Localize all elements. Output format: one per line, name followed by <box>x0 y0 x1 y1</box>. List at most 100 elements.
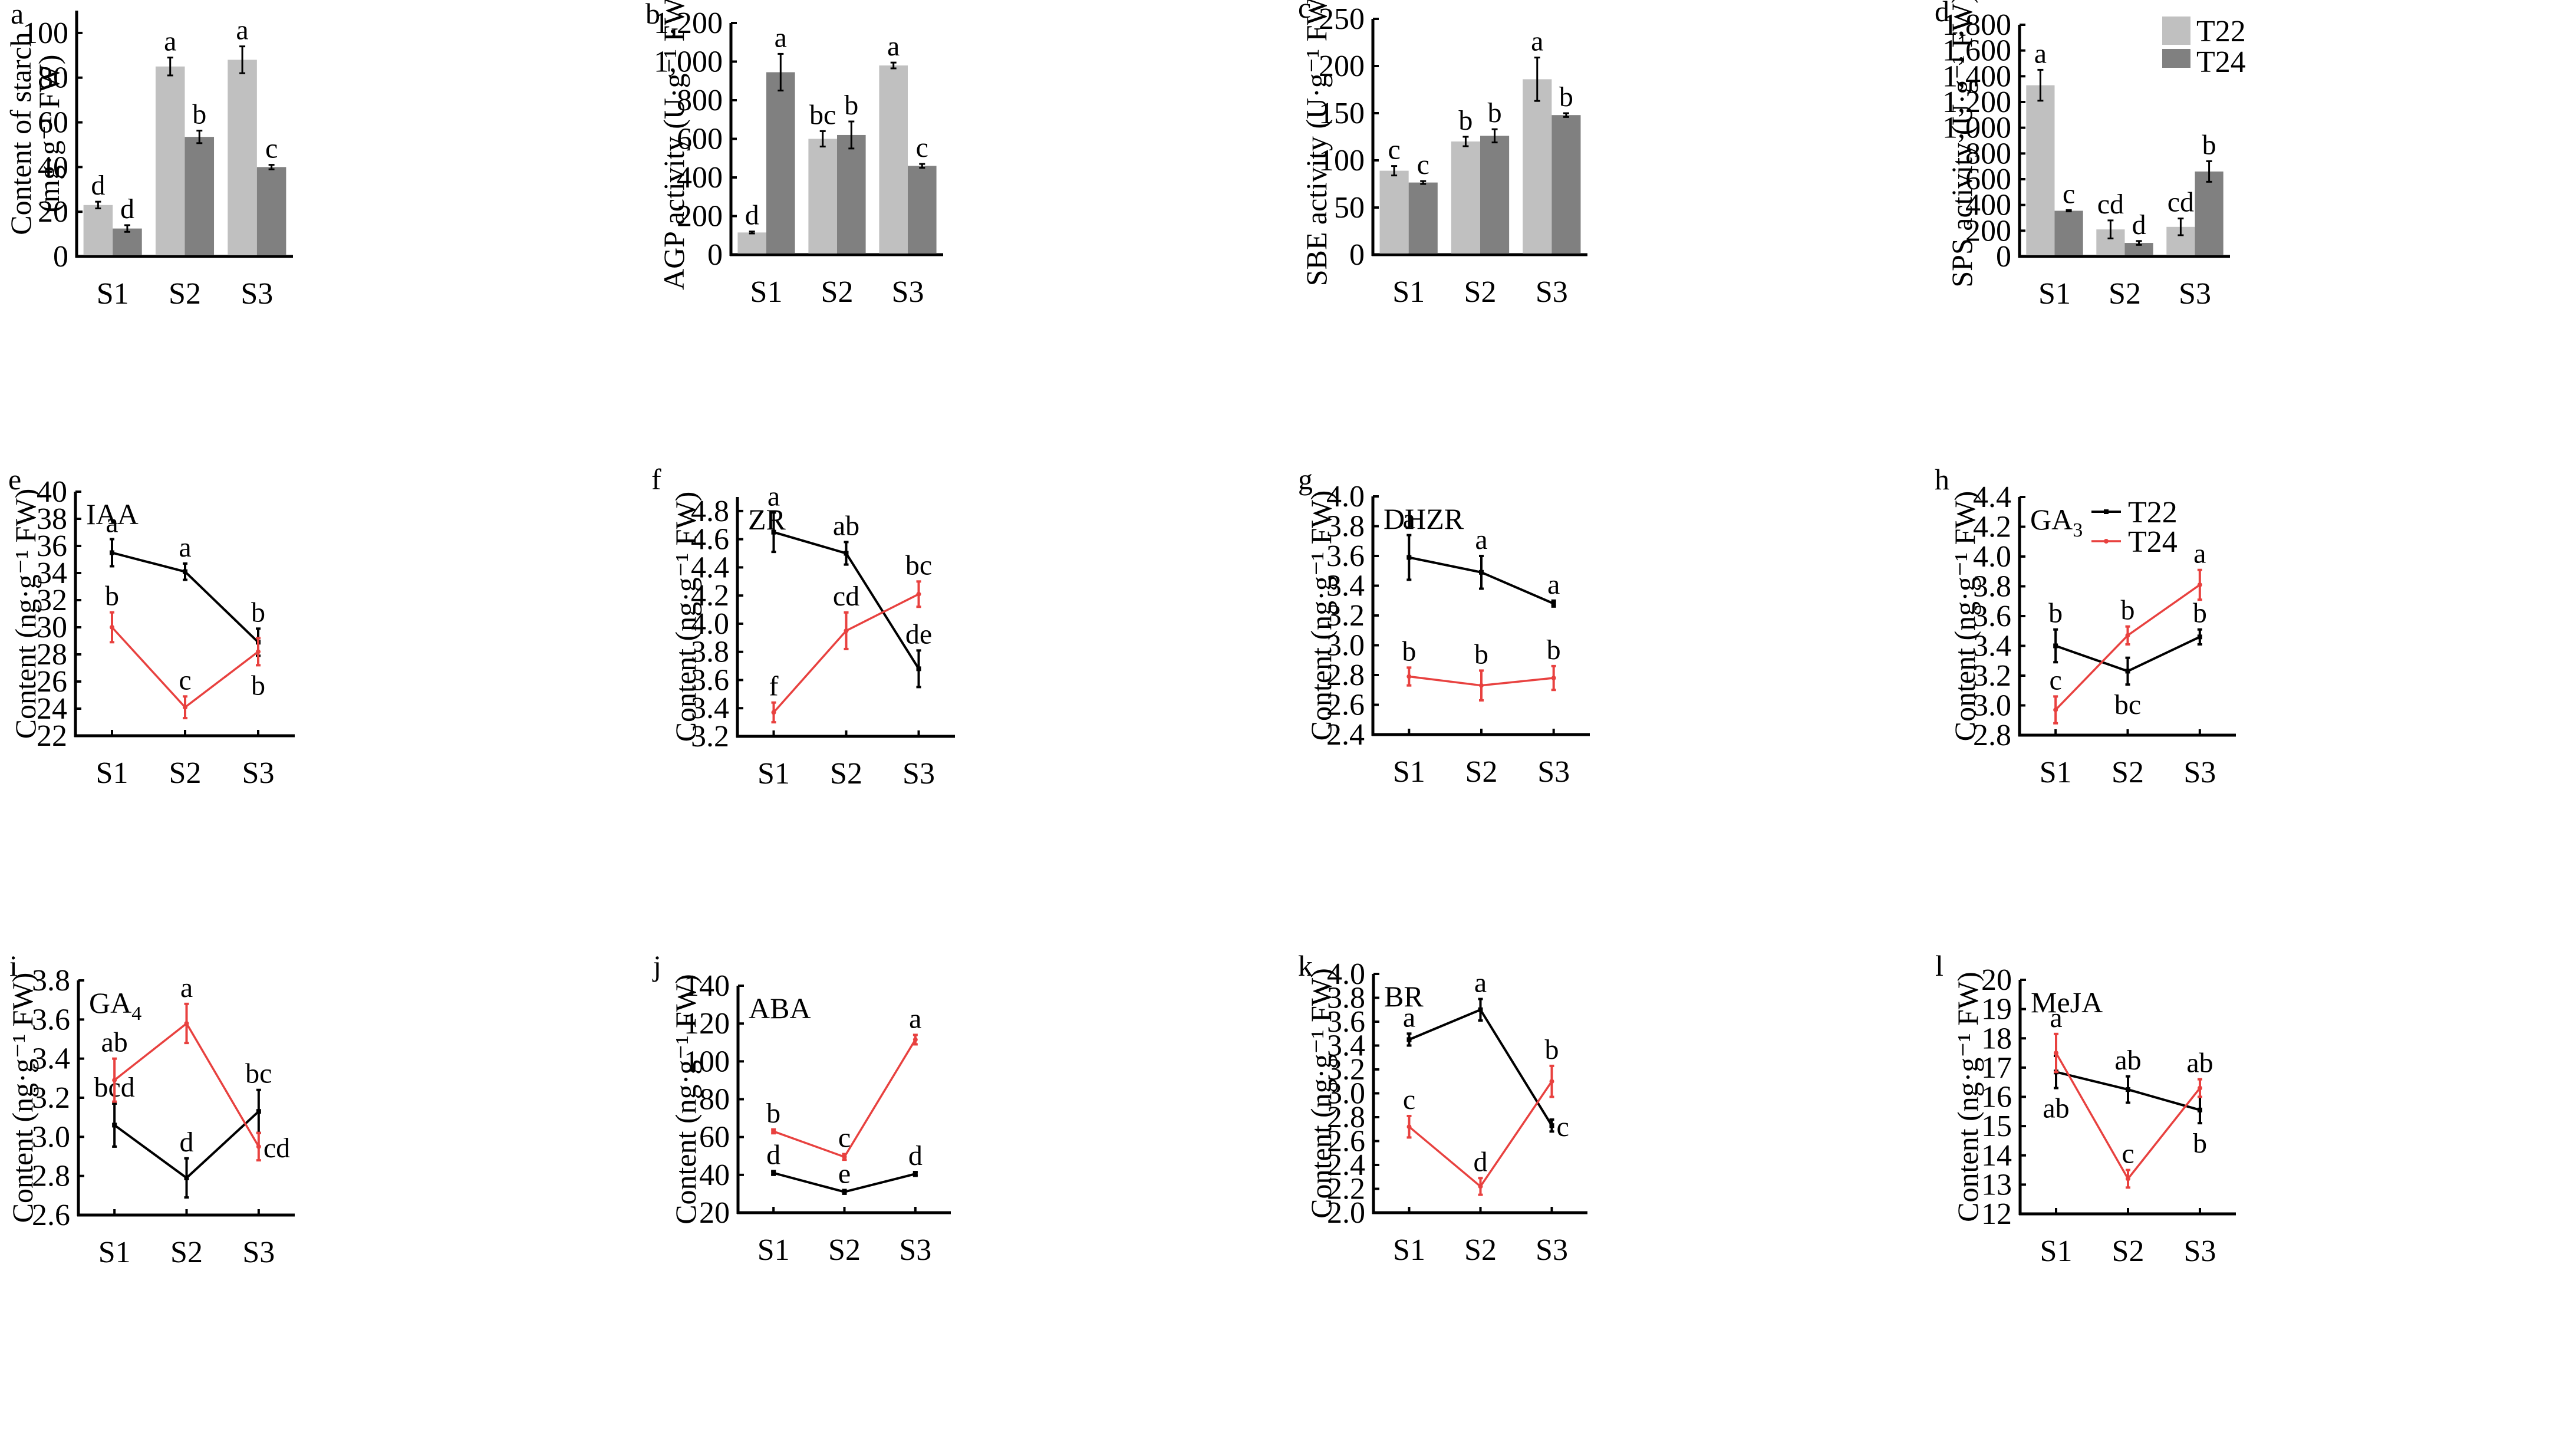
significance-letter: d <box>91 170 105 201</box>
marker-T22 <box>771 529 776 535</box>
significance-letter: b <box>1402 636 1416 667</box>
marker-T22 <box>844 551 849 556</box>
significance-letter: a <box>1403 503 1415 535</box>
significance-letter: a <box>2034 38 2047 69</box>
marker-T22 <box>2125 669 2130 674</box>
x-tick-label: S2 <box>830 757 862 791</box>
x-tick-label: S2 <box>828 1233 861 1267</box>
bar-T22-S2 <box>808 139 837 254</box>
significance-letter: b <box>251 670 265 701</box>
y-tick-label: 200 <box>1965 214 2011 248</box>
x-tick-label: S1 <box>2040 1235 2073 1268</box>
hormone-label: ZR <box>748 503 786 536</box>
x-tick-label: S3 <box>1537 755 1570 789</box>
y-tick-label: 0 <box>53 240 68 274</box>
significance-letter: d <box>745 200 759 231</box>
marker-T24 <box>1551 676 1556 681</box>
significance-letter: c <box>916 132 928 163</box>
marker-T24 <box>183 705 187 710</box>
bar-T24-S1 <box>2054 210 2083 255</box>
legend-marker-T22 <box>2104 509 2109 514</box>
y-tick-label: 80 <box>38 61 68 95</box>
y-tick-label: 2.8 <box>32 1160 70 1193</box>
y-tick-label: 4.0 <box>1973 540 2011 574</box>
x-tick-label: S3 <box>2179 277 2211 311</box>
marker-T22 <box>2053 643 2058 648</box>
x-tick-label: S3 <box>242 756 275 790</box>
bar-T24-S3 <box>1551 115 1581 254</box>
significance-letter: b <box>251 597 265 628</box>
hormone-subscript: 3 <box>2073 519 2083 541</box>
bar-T24-S3 <box>2195 171 2223 255</box>
legend-label-T22: T22 <box>2196 15 2246 48</box>
y-tick-label: 80 <box>699 1083 730 1117</box>
y-tick-label: 3.0 <box>1327 1077 1365 1111</box>
y-tick-label: 3.4 <box>32 1042 70 1076</box>
significance-letter: b <box>2202 129 2216 160</box>
significance-letter: a <box>909 1003 921 1034</box>
y-tick-label: 3.8 <box>32 964 70 998</box>
significance-letter: b <box>105 581 119 612</box>
marker-T24 <box>2054 1051 2058 1056</box>
y-tick-label: 34 <box>37 557 67 590</box>
y-axis-title: SBE activity (U·g⁻¹ FW) <box>1300 0 1333 286</box>
marker-T24 <box>256 649 261 654</box>
panel-h: h 2.83.03.23.43.63.84.04.24.4 S1 S2 S3 Conten… <box>1935 463 2236 789</box>
significance-letter: b <box>2048 598 2063 629</box>
y-tick-label: 12 <box>1981 1197 2012 1231</box>
y-tick-label: 4.2 <box>691 579 729 613</box>
marker-T22 <box>916 666 921 671</box>
line-T22 <box>1408 1008 1553 1127</box>
significance-letter: a <box>164 26 176 57</box>
hormone-subscript: 4 <box>131 1003 141 1025</box>
significance-letter: b <box>2193 598 2207 629</box>
significance-letter: a <box>179 532 191 563</box>
y-axis-title: Content of starch <box>4 32 37 235</box>
significance-letter: c <box>838 1122 851 1154</box>
significance-letter: c <box>1557 1111 1569 1143</box>
x-tick-label: S2 <box>1464 1233 1497 1267</box>
panel-letter: k <box>1298 949 1313 982</box>
y-tick-label: 4.4 <box>691 551 729 584</box>
panel-letter: b <box>645 0 660 30</box>
y-tick-label: 28 <box>37 638 67 671</box>
x-tick-label: S2 <box>170 1236 203 1269</box>
bar-T22-S2 <box>1451 141 1480 254</box>
marker-T24 <box>2125 633 2130 638</box>
y-tick-label: 2.6 <box>1327 1125 1365 1158</box>
significance-letter: cd <box>2167 187 2194 218</box>
panel-d: d02004006008001,0001,2001,4001,6001,800S… <box>1935 0 2246 311</box>
marker-T22 <box>2198 1107 2202 1112</box>
y-tick-label: 1,000 <box>1942 111 2011 145</box>
x-tick-label: S3 <box>1536 1233 1568 1267</box>
significance-letter: b <box>2193 1128 2207 1159</box>
y-tick-label: 120 <box>684 1007 730 1041</box>
y-tick-label: 40 <box>699 1158 730 1192</box>
panel-letter: g <box>1298 463 1313 496</box>
y-axis-title: Content (ng·g⁻¹ FW) <box>9 489 42 739</box>
significance-letter: a <box>180 972 193 1003</box>
y-tick-label: 250 <box>1319 2 1365 36</box>
panel-letter: l <box>1935 949 1943 982</box>
y-tick-label: 4.0 <box>1327 957 1365 991</box>
marker-T24 <box>771 710 776 715</box>
x-tick-label: S1 <box>2040 756 2072 789</box>
y-axis-title: Content (ng·g⁻¹ FW) <box>6 973 39 1223</box>
y-tick-label: 3.4 <box>1326 569 1365 603</box>
significance-letter: a <box>1531 26 1543 57</box>
y-axis-title: Content (ng·g⁻¹ FW) <box>1951 972 1984 1222</box>
panel-letter: d <box>1935 0 1949 28</box>
y-tick-label: 15 <box>1981 1110 2012 1143</box>
bar-T24-S2 <box>185 137 215 255</box>
significance-letter: d <box>766 1139 780 1170</box>
y-tick-label: 3.2 <box>1973 659 2011 693</box>
marker-T22 <box>842 1189 847 1194</box>
marker-T24 <box>916 591 921 597</box>
y-tick-label: 4.4 <box>1973 480 2011 514</box>
significance-letter: a <box>1474 967 1487 999</box>
y-tick-label: 16 <box>1981 1081 2012 1114</box>
significance-letter: c <box>179 664 191 696</box>
significance-letter: e <box>838 1158 851 1190</box>
panel-letter: i <box>9 949 18 982</box>
y-tick-label: 400 <box>1965 189 2011 222</box>
